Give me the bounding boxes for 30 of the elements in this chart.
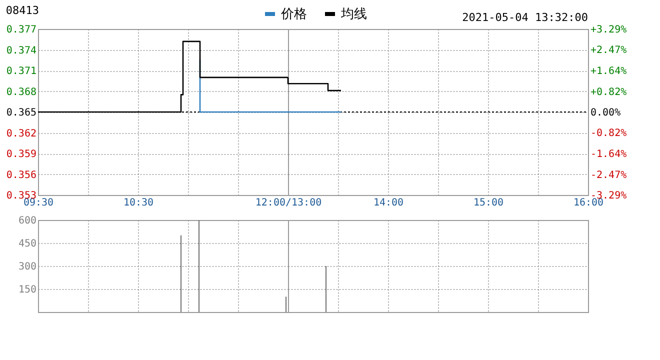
x-tick-label: 09:30 [23, 198, 54, 208]
legend-label: 价格 [280, 7, 307, 22]
text: -1.64% [590, 148, 627, 160]
y-tick-label: 150 [18, 284, 36, 296]
y-tick-label: 0.377 [6, 24, 36, 36]
y-tick-label: 0.365 [6, 108, 36, 118]
y-tick-label: 450 [18, 238, 36, 250]
text: +2.47% [590, 45, 627, 56]
x-tick-label: 14:00 [373, 198, 404, 208]
x-tick-label: 16:00 [573, 198, 604, 208]
x-tick-label: 15:00 [473, 198, 504, 208]
text: 2021-05-04 13:32:00 [462, 11, 588, 24]
text: +3.29% [590, 24, 627, 36]
x-tick-label: 10:30 [123, 198, 154, 208]
y-tick-label: 0.368 [6, 86, 36, 98]
y-tick-label: 0.359 [6, 149, 36, 160]
text: +0.82% [590, 86, 627, 98]
text: -0.82% [590, 128, 627, 140]
legend-label: 均线 [340, 7, 367, 22]
text: -2.47% [590, 170, 627, 181]
y-tick-label: 600 [18, 216, 36, 226]
y-tick-label: 300 [18, 262, 36, 272]
y-tick-label: 0.374 [6, 45, 36, 56]
text: +1.64% [590, 66, 627, 78]
text: 0.00% [590, 108, 621, 118]
y-tick-label: 0.356 [6, 170, 36, 181]
y-tick-label: 0.371 [6, 66, 36, 77]
x-tick-label: 12:00/13:00 [255, 198, 322, 208]
chart-title: 08413 [6, 4, 40, 17]
y-tick-label: 0.362 [6, 128, 36, 140]
